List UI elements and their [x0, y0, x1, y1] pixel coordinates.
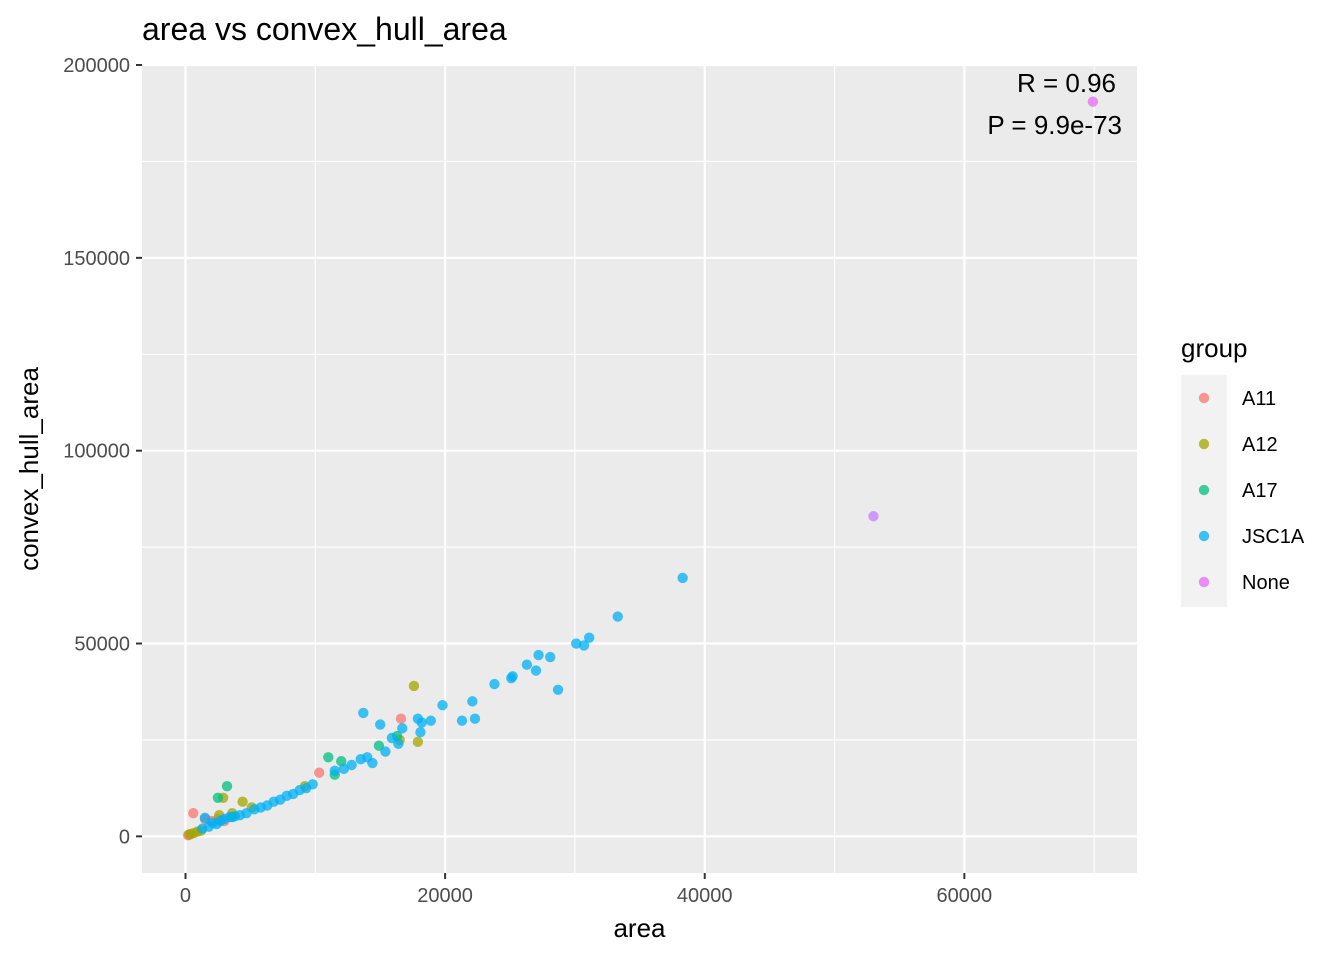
data-point [545, 651, 556, 663]
data-point [329, 765, 340, 776]
data-point [338, 763, 350, 775]
y-tick-label: 200000 [63, 55, 130, 77]
data-point [583, 632, 595, 643]
y-tick-label: 100000 [63, 441, 130, 463]
data-point [199, 812, 211, 824]
minor-gridlines [142, 65, 1137, 873]
correlation-annotation: R = 0.96 [1017, 68, 1116, 98]
data-point [489, 678, 500, 690]
plot-panel [142, 65, 1137, 873]
x-axis-title: area [613, 913, 666, 943]
data-point [425, 715, 437, 726]
legend-label: A17 [1242, 480, 1278, 502]
legend: group A11 A12 A17 JSC1A None [1181, 333, 1305, 607]
legend-label: A11 [1242, 388, 1276, 410]
data-point [380, 746, 391, 757]
data-point [469, 713, 481, 724]
y-tick-label: 150000 [63, 248, 130, 270]
x-axis: 0 20000 40000 60000 [180, 873, 992, 907]
data-points [182, 96, 1099, 841]
legend-entries: A11 A12 A17 JSC1A None [1198, 388, 1305, 594]
legend-key [1198, 530, 1210, 542]
data-point [533, 649, 544, 661]
y-axis: 0 50000 100000 150000 200000 [63, 55, 142, 848]
y-axis-title: convex_hull_area [14, 367, 44, 571]
data-point [237, 796, 248, 807]
data-point [408, 680, 420, 692]
legend-label: JSC1A [1242, 526, 1305, 548]
y-tick-label: 0 [119, 826, 130, 848]
data-point [323, 752, 334, 763]
data-point [313, 767, 325, 778]
legend-title: group [1181, 333, 1248, 363]
data-point [530, 665, 542, 676]
data-point [571, 638, 582, 649]
legend-key [1198, 438, 1210, 450]
p-value-annotation: P = 9.9e-73 [987, 110, 1122, 140]
data-point [358, 707, 369, 719]
data-point [212, 792, 224, 803]
legend-label: A12 [1242, 434, 1278, 456]
data-point [397, 723, 408, 734]
data-point [412, 736, 424, 748]
x-tick-label: 40000 [677, 885, 733, 907]
data-point [456, 715, 468, 726]
data-point [395, 713, 407, 724]
data-point [393, 738, 404, 749]
legend-label: None [1242, 572, 1290, 594]
data-point [241, 808, 252, 819]
data-point [467, 696, 478, 707]
data-point [1087, 96, 1099, 107]
data-point [677, 572, 688, 584]
data-point [552, 684, 564, 696]
x-tick-label: 0 [180, 885, 191, 907]
data-point [578, 640, 590, 651]
data-point [868, 511, 879, 522]
data-point [437, 700, 448, 711]
data-point [221, 781, 233, 792]
chart-title: area vs convex_hull_area [142, 11, 507, 47]
major-gridlines [142, 63, 1137, 873]
data-point [375, 719, 386, 730]
y-tick-label: 50000 [74, 634, 130, 656]
data-point [188, 808, 199, 819]
data-point [416, 717, 427, 728]
x-tick-label: 20000 [417, 885, 473, 907]
data-point [346, 759, 357, 771]
x-tick-label: 60000 [937, 885, 993, 907]
data-point [415, 727, 426, 738]
data-point [507, 671, 518, 682]
data-point [612, 611, 623, 622]
data-point [367, 757, 378, 769]
data-point [307, 779, 318, 790]
legend-key [1198, 392, 1210, 404]
legend-key [1198, 576, 1210, 588]
data-point [521, 659, 533, 670]
legend-key [1198, 484, 1210, 496]
